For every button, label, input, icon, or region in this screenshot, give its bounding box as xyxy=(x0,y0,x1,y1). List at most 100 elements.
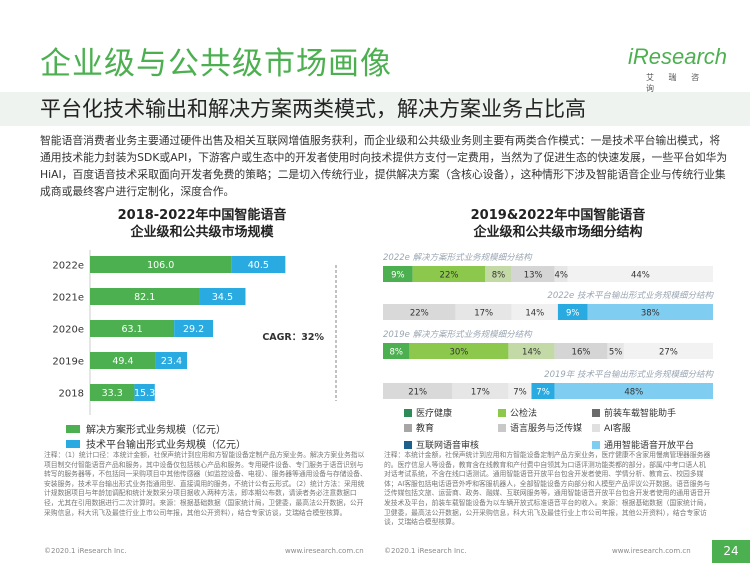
left-note: 注释：（1）统计口径：本统计金额，社保声统计到应用和方智能设备定制产品方案业务。… xyxy=(44,451,367,517)
segment-percent-label: 9% xyxy=(391,271,405,281)
left-category-label: 2022e xyxy=(52,261,84,272)
left-category-label: 2018 xyxy=(59,389,84,400)
right-chart-title-line2: 企业级和公共级市场细分结构 xyxy=(473,225,643,240)
segment-percent-label: 48% xyxy=(624,388,643,398)
legend-swatch-solution xyxy=(66,424,80,433)
structure-row-label: 2022e 技术平台输出形式业务规模细分结构 xyxy=(547,290,714,301)
legend-label-platform: 技术平台输出形式业务规模（亿元） xyxy=(86,440,246,451)
subtitle-band: 平台化技术输出和解决方案两类模式，解决方案业务占比高 xyxy=(0,92,750,126)
solution-bar xyxy=(90,320,175,337)
left-chart-title: 2018-2022年中国智能语音 企业级和公共级市场规模 xyxy=(52,207,352,241)
legend-swatch xyxy=(498,408,506,417)
solution-bar xyxy=(90,352,156,369)
structure-segment xyxy=(554,343,608,359)
segment-percent-label: 4% xyxy=(554,271,568,281)
bar-value-label: 63.1 xyxy=(121,324,142,335)
bar-value-label: 33.3 xyxy=(102,388,123,399)
legend-item: 语言服务与泛传媒 xyxy=(498,421,582,434)
segment-percent-label: 8% xyxy=(389,348,403,358)
bar-value-label: 106.0 xyxy=(147,260,174,271)
segment-percent-label: 22% xyxy=(440,271,459,281)
left-legend-platform: 技术平台输出形式业务规模（亿元） xyxy=(66,436,246,451)
legend-label: 教育 xyxy=(416,424,435,434)
platform-bar xyxy=(199,288,246,305)
segment-percent-label: 13% xyxy=(524,271,543,281)
structure-segment xyxy=(587,304,713,320)
intro-paragraph: 智能语音消费者业务主要通过硬件出售及相关互联网增值服务获利，而企业级和公共级业务… xyxy=(40,134,728,198)
footer-copyright-left: ©2020.1 iResearch Inc. xyxy=(44,547,127,555)
footer-copyright-right: ©2020.1 iResearch Inc. xyxy=(384,547,467,555)
logo-text: iResearch xyxy=(628,44,728,69)
structure-segment xyxy=(511,266,555,282)
legend-swatch xyxy=(592,440,600,449)
legend-item: 公检法 xyxy=(498,406,537,419)
legend-swatch-platform xyxy=(66,439,80,448)
segment-percent-label: 17% xyxy=(471,388,490,398)
bar-value-label: 23.4 xyxy=(161,356,182,367)
legend-item: AI客服 xyxy=(592,421,631,434)
segment-percent-label: 8% xyxy=(492,271,506,281)
logo-subtext: 艾 瑞 咨 询 xyxy=(646,73,706,93)
structure-segment xyxy=(383,383,453,399)
legend-swatch xyxy=(404,423,412,432)
left-category-label: 2019e xyxy=(52,357,84,368)
footer-url-left: www.iresearch.com.cn xyxy=(285,547,364,555)
platform-bar xyxy=(174,320,214,337)
structure-segment xyxy=(383,343,410,359)
structure-segment xyxy=(383,266,413,282)
left-bar-chart: 2022e 106.0 40.5 2021e 82.1 34.5 2020e 63.1 29.2… xyxy=(52,250,337,415)
structure-segment xyxy=(409,343,509,359)
segment-percent-label: 38% xyxy=(641,309,660,319)
footer-url-right: www.iresearch.com.cn xyxy=(612,547,691,555)
structure-segment xyxy=(452,383,509,399)
legend-label: 通用智能语音开放平台 xyxy=(604,441,695,451)
segment-percent-label: 21% xyxy=(408,388,427,398)
structure-row-label: 2019年 技术平台输出形式业务规模细分结构 xyxy=(544,369,714,380)
structure-segment xyxy=(531,383,555,399)
solution-bar xyxy=(90,288,200,305)
structure-segment xyxy=(383,304,456,320)
legend-label-solution: 解决方案形式业务规模（亿元） xyxy=(86,425,226,436)
structure-segment xyxy=(511,304,558,320)
legend-label: 前装车载智能助手 xyxy=(604,409,677,419)
legend-item: 教育 xyxy=(404,421,434,434)
legend-item: 互联网语音审核 xyxy=(404,438,479,451)
structure-segment xyxy=(455,304,512,320)
structure-segment xyxy=(485,266,512,282)
legend-label: 公检法 xyxy=(510,409,538,419)
structure-row-label: 2022e 解决方案形式业务规模细分结构 xyxy=(383,252,533,263)
segment-percent-label: 17% xyxy=(474,309,493,319)
cagr-label: CAGR：32% xyxy=(262,332,324,343)
segment-percent-label: 7% xyxy=(536,388,550,398)
legend-swatch xyxy=(404,408,412,417)
legend-label: 医疗健康 xyxy=(416,409,453,419)
structure-segment xyxy=(623,343,713,359)
structure-segment xyxy=(567,266,713,282)
segment-percent-label: 16% xyxy=(572,348,591,358)
segment-percent-label: 22% xyxy=(410,309,429,319)
solution-bar xyxy=(90,256,232,273)
left-category-label: 2020e xyxy=(52,325,84,336)
structure-segment xyxy=(557,304,588,320)
segment-percent-label: 14% xyxy=(522,348,541,358)
segment-percent-label: 7% xyxy=(513,388,527,398)
left-chart-title-line2: 企业级和公共级市场规模 xyxy=(130,225,274,240)
structure-row-label: 2019e 解决方案形式业务规模细分结构 xyxy=(383,329,533,340)
bar-value-label: 49.4 xyxy=(112,356,133,367)
subtitle: 平台化技术输出和解决方案两类模式，解决方案业务占比高 xyxy=(40,97,586,121)
bar-value-label: 82.1 xyxy=(134,292,155,303)
segment-percent-label: 30% xyxy=(449,348,468,358)
legend-item: 医疗健康 xyxy=(404,406,452,419)
segment-percent-label: 14% xyxy=(525,309,544,319)
iresearch-logo: iResearch 艾 瑞 咨 询 xyxy=(628,44,727,93)
legend-item: 通用智能语音开放平台 xyxy=(592,438,694,451)
right-structure-chart: 2022e 解决方案形式业务规模细分结构 9% 22% 8% 13% 4% 44% 2022e… xyxy=(383,252,714,399)
legend-item: 前装车载智能助手 xyxy=(592,406,676,419)
legend-swatch xyxy=(498,423,506,432)
right-chart-title-line1: 2019&2022年中国智能语音 xyxy=(470,208,646,223)
bar-value-label: 29.2 xyxy=(183,324,204,335)
left-category-label: 2021e xyxy=(52,293,84,304)
legend-swatch xyxy=(404,440,412,449)
segment-percent-label: 27% xyxy=(659,348,678,358)
bar-value-label: 40.5 xyxy=(248,260,269,271)
